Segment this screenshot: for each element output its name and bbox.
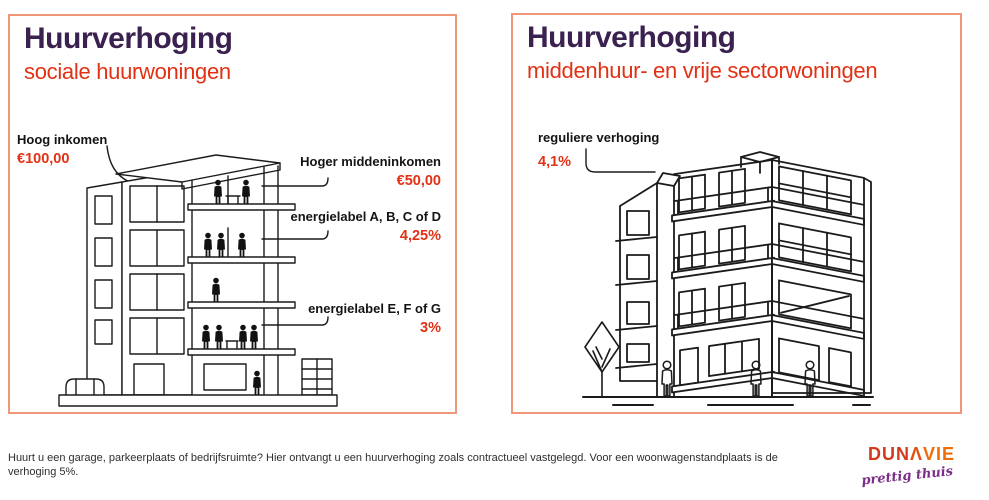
table-second-floor: [225, 340, 239, 350]
callout-label: Hoog inkomen: [17, 132, 108, 147]
car: [65, 378, 105, 396]
right-column: [263, 165, 279, 396]
panel-middenhuur-vrije-sector: Huurverhoging middenhuur- en vrije secto…: [511, 13, 962, 414]
left-face: [615, 182, 658, 382]
callout-value: 4,1%: [538, 154, 572, 170]
residents: [202, 179, 261, 395]
logo-part: DUN: [867, 444, 910, 464]
shelf-rack: [301, 358, 333, 396]
garage-opening: [203, 363, 247, 391]
connector-reguliere-verhoging: [585, 148, 656, 173]
building-linework: [58, 154, 338, 407]
table-top-floor: [225, 195, 241, 205]
callout-value: €50,00: [396, 173, 441, 189]
corner-column: [656, 172, 681, 398]
connector-energielabel-abcd: [261, 230, 329, 240]
panel-sociale-huurwoningen: Huurverhoging sociale huurwoningen: [8, 14, 457, 414]
roof: [115, 154, 281, 183]
callout-label: Hoger middeninkomen: [300, 154, 441, 169]
left-wall: [86, 181, 123, 396]
callout-value: 4,25%: [399, 228, 441, 244]
right-face: [771, 159, 865, 397]
building-exterior-illustration: [582, 148, 874, 406]
panel-title: Huurverhoging: [24, 22, 233, 55]
right-outer-edge: [771, 177, 872, 394]
callout-label: energielabel A, B, C of D: [290, 209, 442, 224]
callout-hoog-inkomen: Hoog inkomen €100,00: [17, 132, 107, 168]
logo-letter-a: Λ: [909, 444, 923, 464]
callout-energielabel-abcd: energielabel A, B, C of D 4,25%: [291, 209, 442, 245]
logo-wordmark: DUNΛVIE: [861, 445, 955, 464]
street: [582, 396, 874, 406]
callout-value: €100,00: [17, 151, 70, 167]
building-linework: [582, 151, 874, 406]
facade-windows: [129, 185, 185, 355]
callout-energielabel-efg: energielabel E, F of G 3%: [308, 301, 441, 337]
dunavie-logo: DUNΛVIE prettig thuis: [861, 445, 955, 489]
footer-note: Huurt u een garage, parkeerplaats of bed…: [8, 452, 778, 478]
tree-icon: [584, 321, 620, 397]
callout-label: reguliere verhoging: [538, 130, 660, 145]
callout-label: energielabel E, F of G: [308, 301, 441, 316]
callout-hoger-middeninkomen: Hoger middeninkomen €50,00: [300, 154, 441, 190]
building-cutaway-illustration: [58, 145, 338, 407]
panel-subtitle: sociale huurwoningen: [24, 59, 231, 84]
panel-title: Huurverhoging: [527, 21, 736, 54]
callout-value: 3%: [420, 320, 441, 336]
base-slab: [58, 394, 338, 407]
balcony-face: [671, 159, 775, 394]
logo-tagline: prettig thuis: [860, 464, 954, 489]
callout-reguliere-verhoging: reguliere verhoging 4,1%: [538, 130, 659, 171]
panel-subtitle: middenhuur- en vrije sectorwoningen: [527, 58, 878, 83]
logo-part: VIE: [922, 444, 955, 464]
floor-slabs: [187, 203, 296, 356]
connector-hoger-middeninkomen: [261, 177, 329, 187]
connector-energielabel-efg: [261, 316, 329, 326]
